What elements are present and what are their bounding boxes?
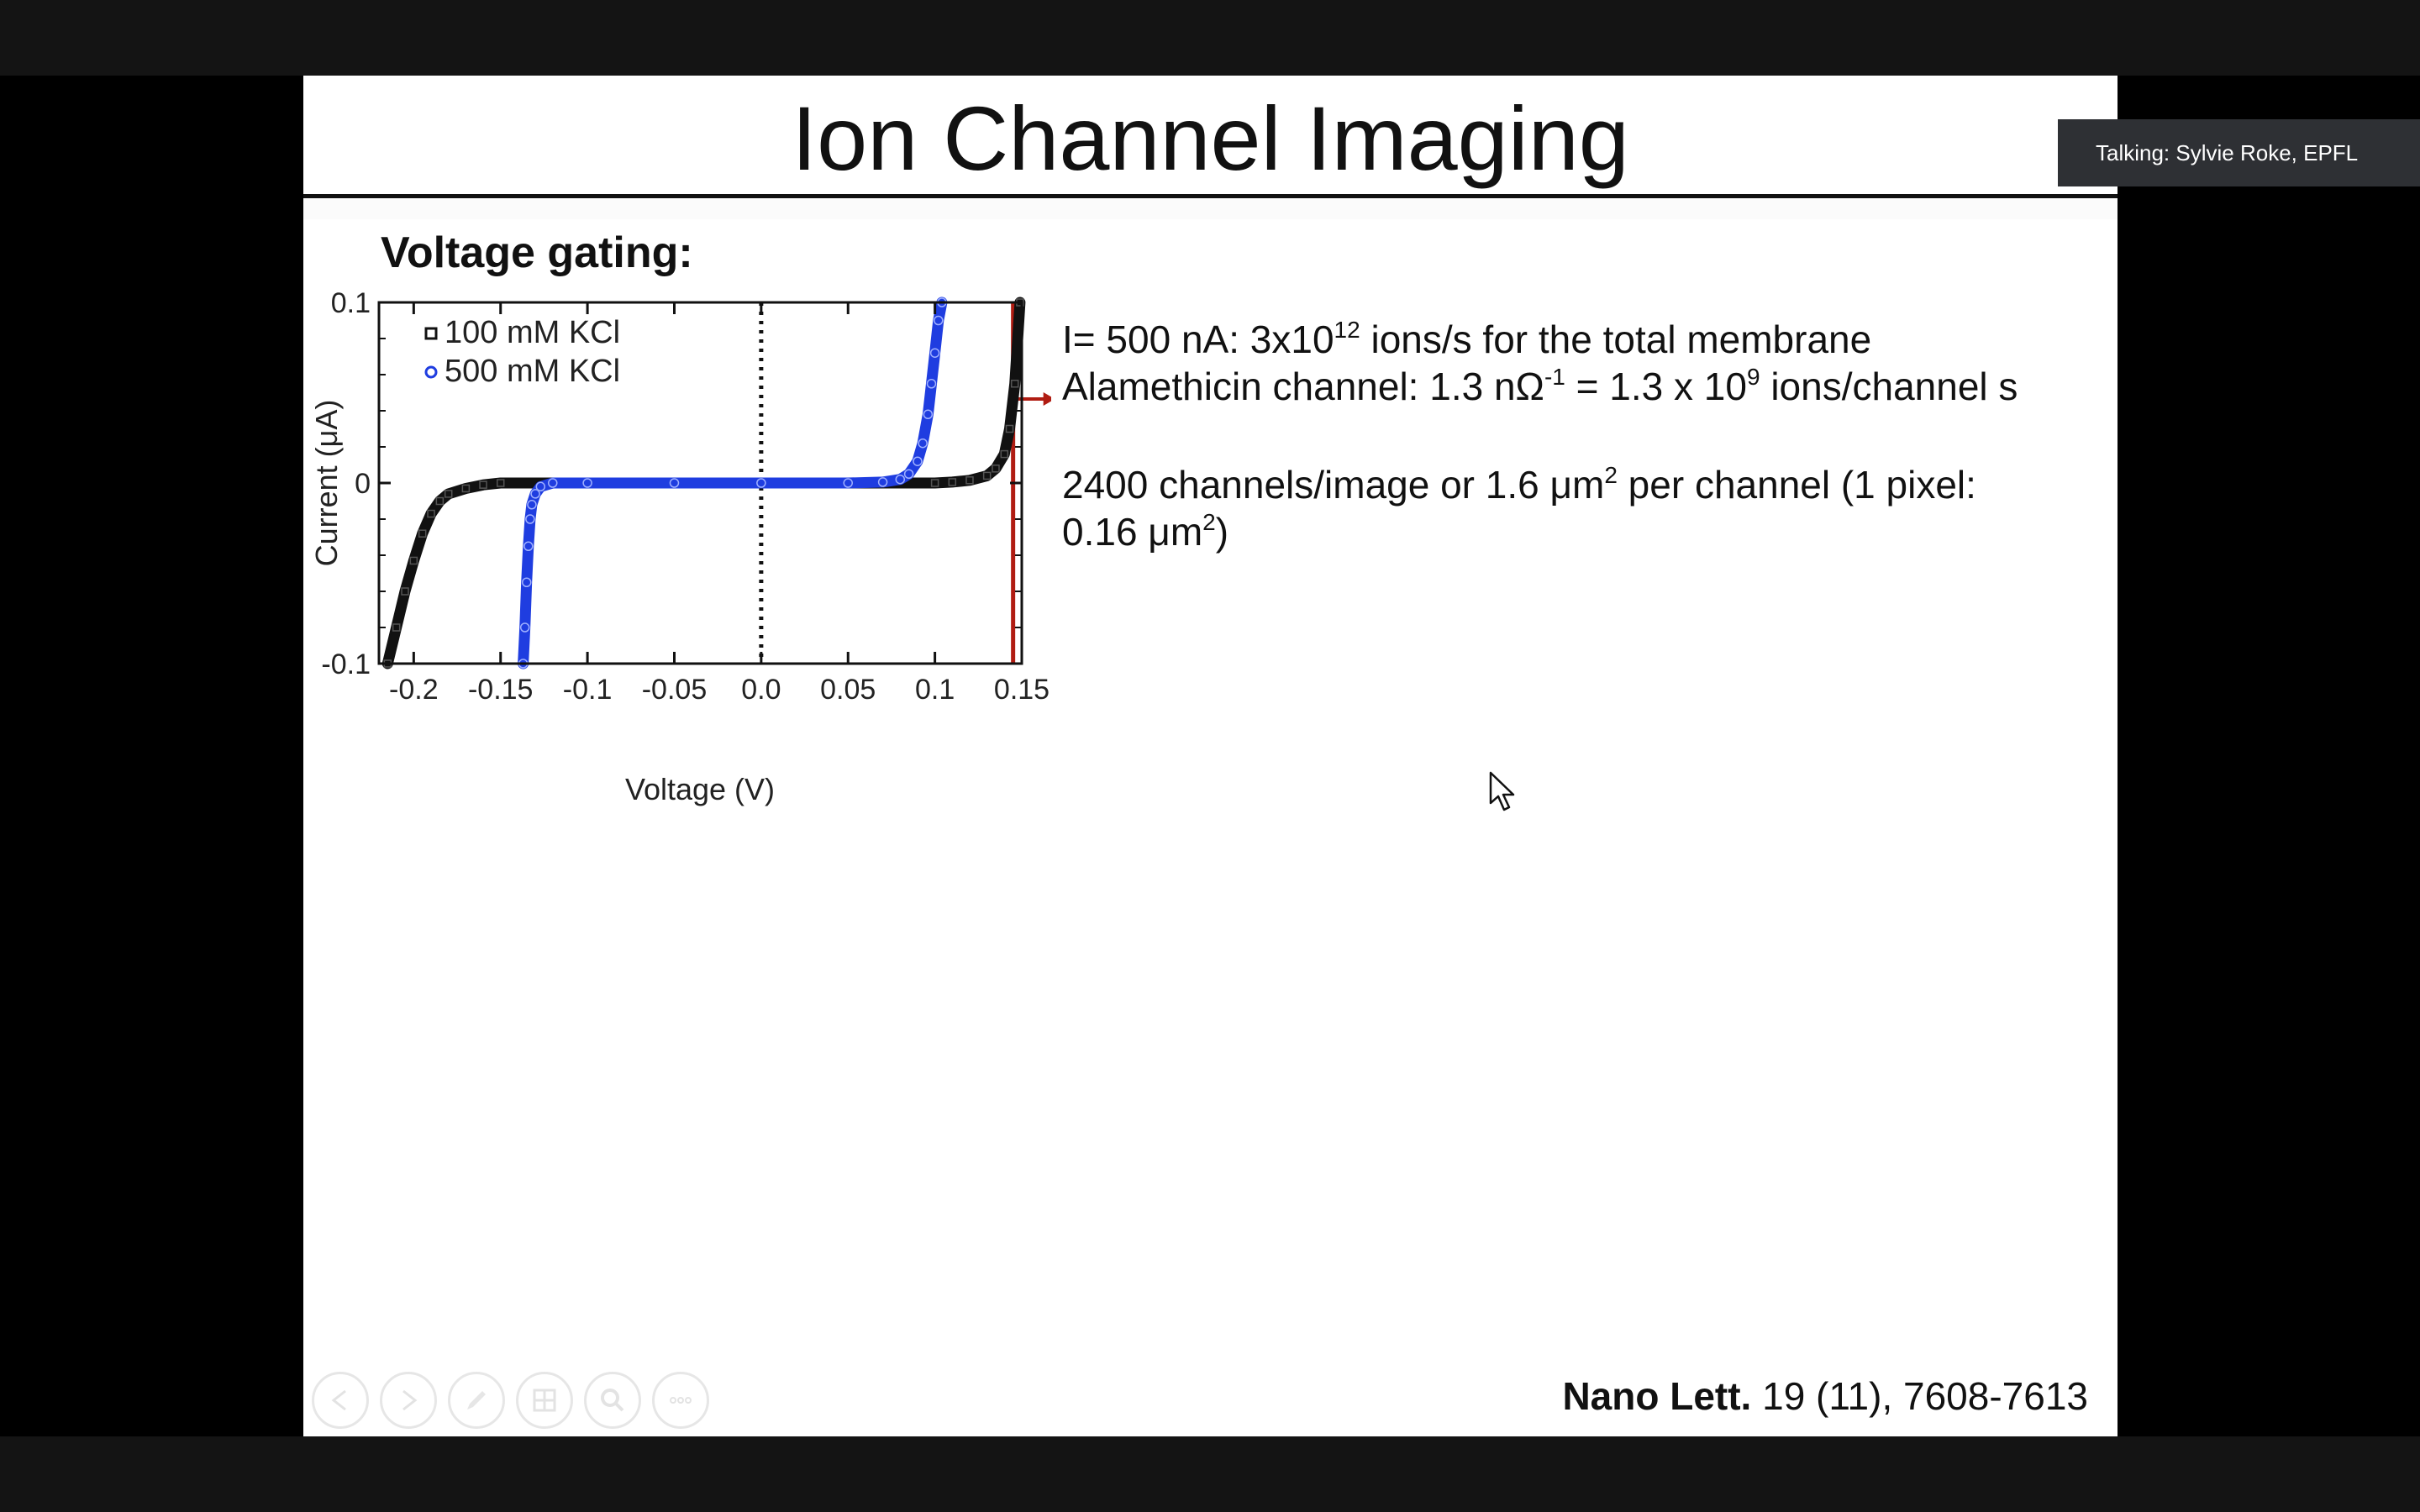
data-point <box>923 409 934 420</box>
legend-label: 500 mM KCl <box>445 354 620 389</box>
grid-icon <box>533 1389 556 1412</box>
data-point <box>1010 380 1019 388</box>
x-tick-label: -0.1 <box>563 674 613 706</box>
data-point <box>527 500 537 510</box>
section-heading: Voltage gating: <box>381 228 693 277</box>
data-point <box>965 476 974 485</box>
y-tick-label: 0 <box>355 468 371 500</box>
mouse-pointer-icon <box>1489 771 1515 811</box>
voltage-marker-arrowhead <box>1043 392 1051 406</box>
series-2 <box>518 297 948 669</box>
next-slide-button[interactable] <box>380 1372 437 1429</box>
active-speaker-badge: Talking: Sylvie Roke, EPFL <box>2058 119 2420 186</box>
legend-marker <box>424 327 438 340</box>
series-curve <box>518 297 948 669</box>
active-speaker-label: Talking: Sylvie Roke, EPFL <box>2096 139 2359 165</box>
x-tick-label: -0.2 <box>389 674 439 706</box>
legend-label: 100 mM KCl <box>445 315 620 350</box>
data-point <box>930 479 939 487</box>
data-point <box>427 509 435 518</box>
data-point <box>392 623 401 632</box>
previous-slide-button[interactable] <box>312 1372 369 1429</box>
data-point <box>903 469 914 479</box>
data-point <box>582 478 592 488</box>
data-point <box>548 478 558 488</box>
data-point <box>669 478 680 488</box>
more-options-button[interactable] <box>652 1372 709 1429</box>
data-point <box>521 577 532 587</box>
legend-item: 500 mM KCl <box>424 354 620 389</box>
note-line-channels: 2400 channels/image or 1.6 μm2 per chann… <box>1062 462 1976 507</box>
y-axis-label: Current (μA) <box>312 400 344 567</box>
arrow-left-icon <box>331 1389 346 1411</box>
data-point <box>877 477 888 487</box>
data-point <box>435 496 445 506</box>
data-point <box>523 541 534 551</box>
slide-title: Ion Channel Imaging <box>792 87 1629 189</box>
slide-grid-button[interactable] <box>516 1372 573 1429</box>
data-point <box>444 490 453 498</box>
data-point <box>401 587 409 596</box>
data-point <box>843 478 853 488</box>
pen-tool-button[interactable] <box>448 1372 505 1429</box>
slide-controls <box>312 1372 709 1429</box>
data-point <box>895 474 906 485</box>
data-point <box>982 471 992 480</box>
legend-marker <box>424 365 438 379</box>
data-point <box>1000 449 1009 459</box>
pen-icon <box>467 1391 486 1410</box>
data-point <box>756 478 766 488</box>
data-point <box>913 456 923 466</box>
bottom-bar <box>0 1436 2420 1512</box>
x-tick-label: -0.05 <box>642 674 708 706</box>
note-line-pixel: 0.16 μm2) <box>1062 509 1229 554</box>
citation: Nano Lett. 19 (11), 7608-7613 <box>1562 1374 2088 1418</box>
note-line-current: I= 500 nA: 3x1012 ions/s for the total m… <box>1062 317 1872 361</box>
data-point <box>418 529 427 538</box>
data-point <box>992 465 1000 473</box>
x-tick-label: 0.1 <box>915 674 955 706</box>
x-tick-label: 0.05 <box>820 674 876 706</box>
arrow-right-icon <box>402 1389 418 1411</box>
data-point <box>409 556 418 565</box>
data-point <box>530 489 540 499</box>
title-divider <box>303 194 2118 198</box>
legend-item: 100 mM KCl <box>424 315 620 350</box>
data-point <box>496 479 505 487</box>
note-line-alamethicin: Alamethicin channel: 1.3 nΩ-1 = 1.3 x 10… <box>1062 364 2018 408</box>
zoom-button[interactable] <box>584 1372 641 1429</box>
presentation-slide: Ion Channel Imaging Voltage gating: -0.2… <box>303 76 2118 1436</box>
ellipsis-icon <box>670 1397 692 1404</box>
magnifier-icon <box>601 1389 624 1412</box>
data-point <box>519 622 530 633</box>
header-band <box>303 198 2118 219</box>
y-tick-label: -0.1 <box>321 648 371 680</box>
data-point <box>525 514 535 524</box>
top-bar <box>0 0 2420 76</box>
x-tick-label: 0.15 <box>994 674 1050 706</box>
iv-curve-chart: -0.2 -0.15 -0.1 -0.05 0.0 0.05 0.1 0.15 -0.1 0 0.1… <box>312 287 1051 806</box>
data-point <box>929 348 940 358</box>
data-point <box>479 480 487 489</box>
data-point <box>461 484 471 493</box>
data-point <box>1005 424 1014 433</box>
x-axis-label: Voltage (V) <box>625 772 775 806</box>
data-point <box>926 379 937 389</box>
data-point <box>535 481 546 492</box>
data-point <box>948 478 957 486</box>
x-tick-label: -0.15 <box>468 674 534 706</box>
data-point <box>918 438 928 449</box>
x-tick-label: 0.0 <box>741 674 781 706</box>
data-point <box>934 315 944 326</box>
y-tick-label: 0.1 <box>331 287 371 319</box>
